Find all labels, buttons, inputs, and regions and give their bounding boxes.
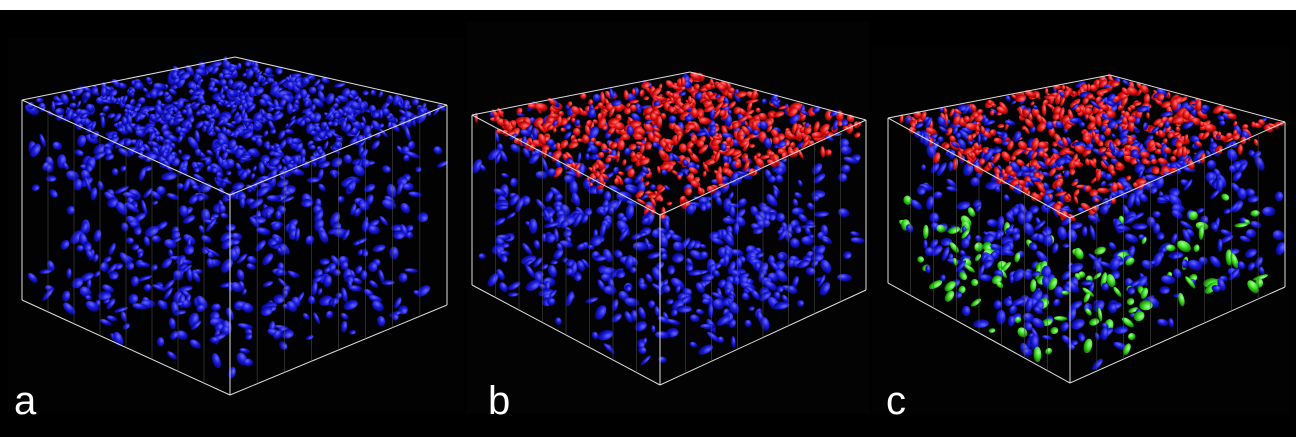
blob [1159, 286, 1170, 294]
blob [962, 306, 971, 317]
blob [497, 205, 509, 209]
blob [1262, 207, 1275, 217]
blob [542, 144, 550, 150]
blob [379, 109, 383, 118]
blob [248, 86, 255, 98]
panel-label: a [14, 379, 37, 423]
blob [656, 116, 662, 128]
panel-label: b [488, 379, 510, 423]
panel-label: c [886, 379, 906, 423]
blob [681, 77, 685, 87]
blob [176, 126, 182, 133]
blob [1132, 223, 1147, 229]
blob [226, 224, 236, 231]
blob [46, 175, 57, 181]
blob [36, 98, 44, 103]
figure: a b c [0, 0, 1296, 437]
